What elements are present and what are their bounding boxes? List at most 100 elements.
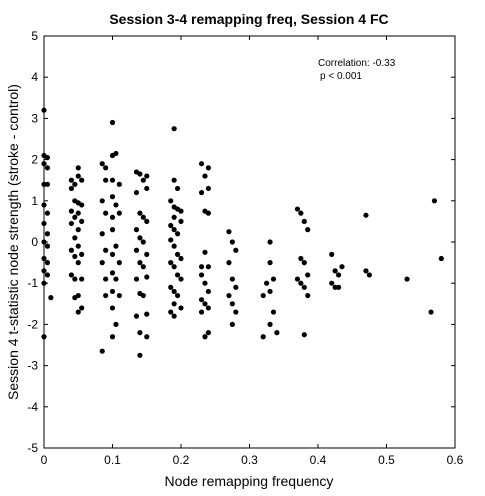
y-tick-label: 5 [31,29,38,43]
data-point [229,276,235,282]
data-point [41,107,47,113]
data-point [174,185,181,192]
data-point [205,264,211,270]
data-point [229,301,235,307]
data-point [171,177,177,183]
data-point [438,255,444,262]
data-point [178,208,184,214]
data-point [301,260,307,266]
data-point [264,280,270,286]
data-point [404,276,410,282]
data-point [428,309,434,315]
data-point [267,239,273,245]
data-point [202,334,208,340]
data-point [75,227,81,233]
data-point [79,305,85,311]
data-point [171,288,177,295]
data-point [202,173,208,179]
data-point [103,292,109,299]
data-point [168,237,174,243]
data-point [41,334,47,340]
data-point [137,210,143,216]
data-point [113,202,119,208]
data-point [267,260,273,266]
data-point [198,161,205,167]
data-point [44,272,51,278]
data-point [301,284,307,290]
data-point [68,208,74,214]
data-point [116,260,122,266]
data-point [99,198,105,204]
y-tick-label: -3 [27,359,38,373]
data-point [140,239,146,245]
data-point [144,334,150,340]
data-point [44,243,51,249]
data-point [363,268,369,274]
y-tick-label: -1 [27,276,38,290]
data-point [144,218,150,224]
data-point [260,292,266,299]
data-point [109,270,116,276]
data-point [198,264,205,270]
data-point [75,243,81,249]
data-point [171,313,177,319]
data-point [229,239,235,245]
x-tick-label: 0.6 [447,453,464,467]
data-point [103,177,109,183]
data-point [103,210,109,216]
data-point [202,301,208,307]
data-point [294,276,301,282]
data-point [174,231,181,237]
data-point [174,272,181,278]
y-tick-label: 0 [31,235,38,249]
data-point [41,220,47,227]
data-point [168,309,174,315]
data-point [72,181,78,187]
data-point [198,189,205,196]
x-tick-label: 0.4 [310,453,327,467]
data-point [137,330,143,336]
data-point [99,161,105,167]
data-point [109,177,116,183]
data-point [68,272,74,278]
data-point [113,150,119,157]
data-point [109,251,116,257]
x-tick-label: 0.1 [104,453,121,467]
data-point [205,165,211,171]
scatter-points [41,107,444,358]
data-point [174,251,181,257]
y-tick-label: -5 [27,441,38,455]
data-point [72,295,78,301]
data-point [301,218,307,224]
data-point [178,305,184,311]
x-tick-label: 0.5 [378,453,395,467]
plot-area-frame [43,35,456,449]
x-axis-label: Node remapping frequency [165,473,334,489]
data-point [72,253,78,260]
data-point [41,202,47,208]
data-point [168,222,174,229]
data-point [99,348,105,354]
data-point [116,210,122,216]
data-point [103,165,109,171]
data-point [113,321,119,327]
data-point [174,292,181,299]
data-point [267,321,273,327]
data-point [48,295,54,301]
data-point [137,171,143,177]
data-point [41,280,47,286]
data-point [75,165,81,171]
x-tick-label: 0 [41,453,48,467]
data-point [144,185,150,192]
data-point [103,247,109,253]
data-point [202,280,208,286]
data-point [75,260,81,266]
data-point [168,198,174,204]
data-point [260,334,266,340]
y-tick-label: 1 [31,194,38,208]
data-point [202,249,208,255]
data-point [113,276,119,282]
data-point [205,210,211,216]
data-point [198,272,205,278]
